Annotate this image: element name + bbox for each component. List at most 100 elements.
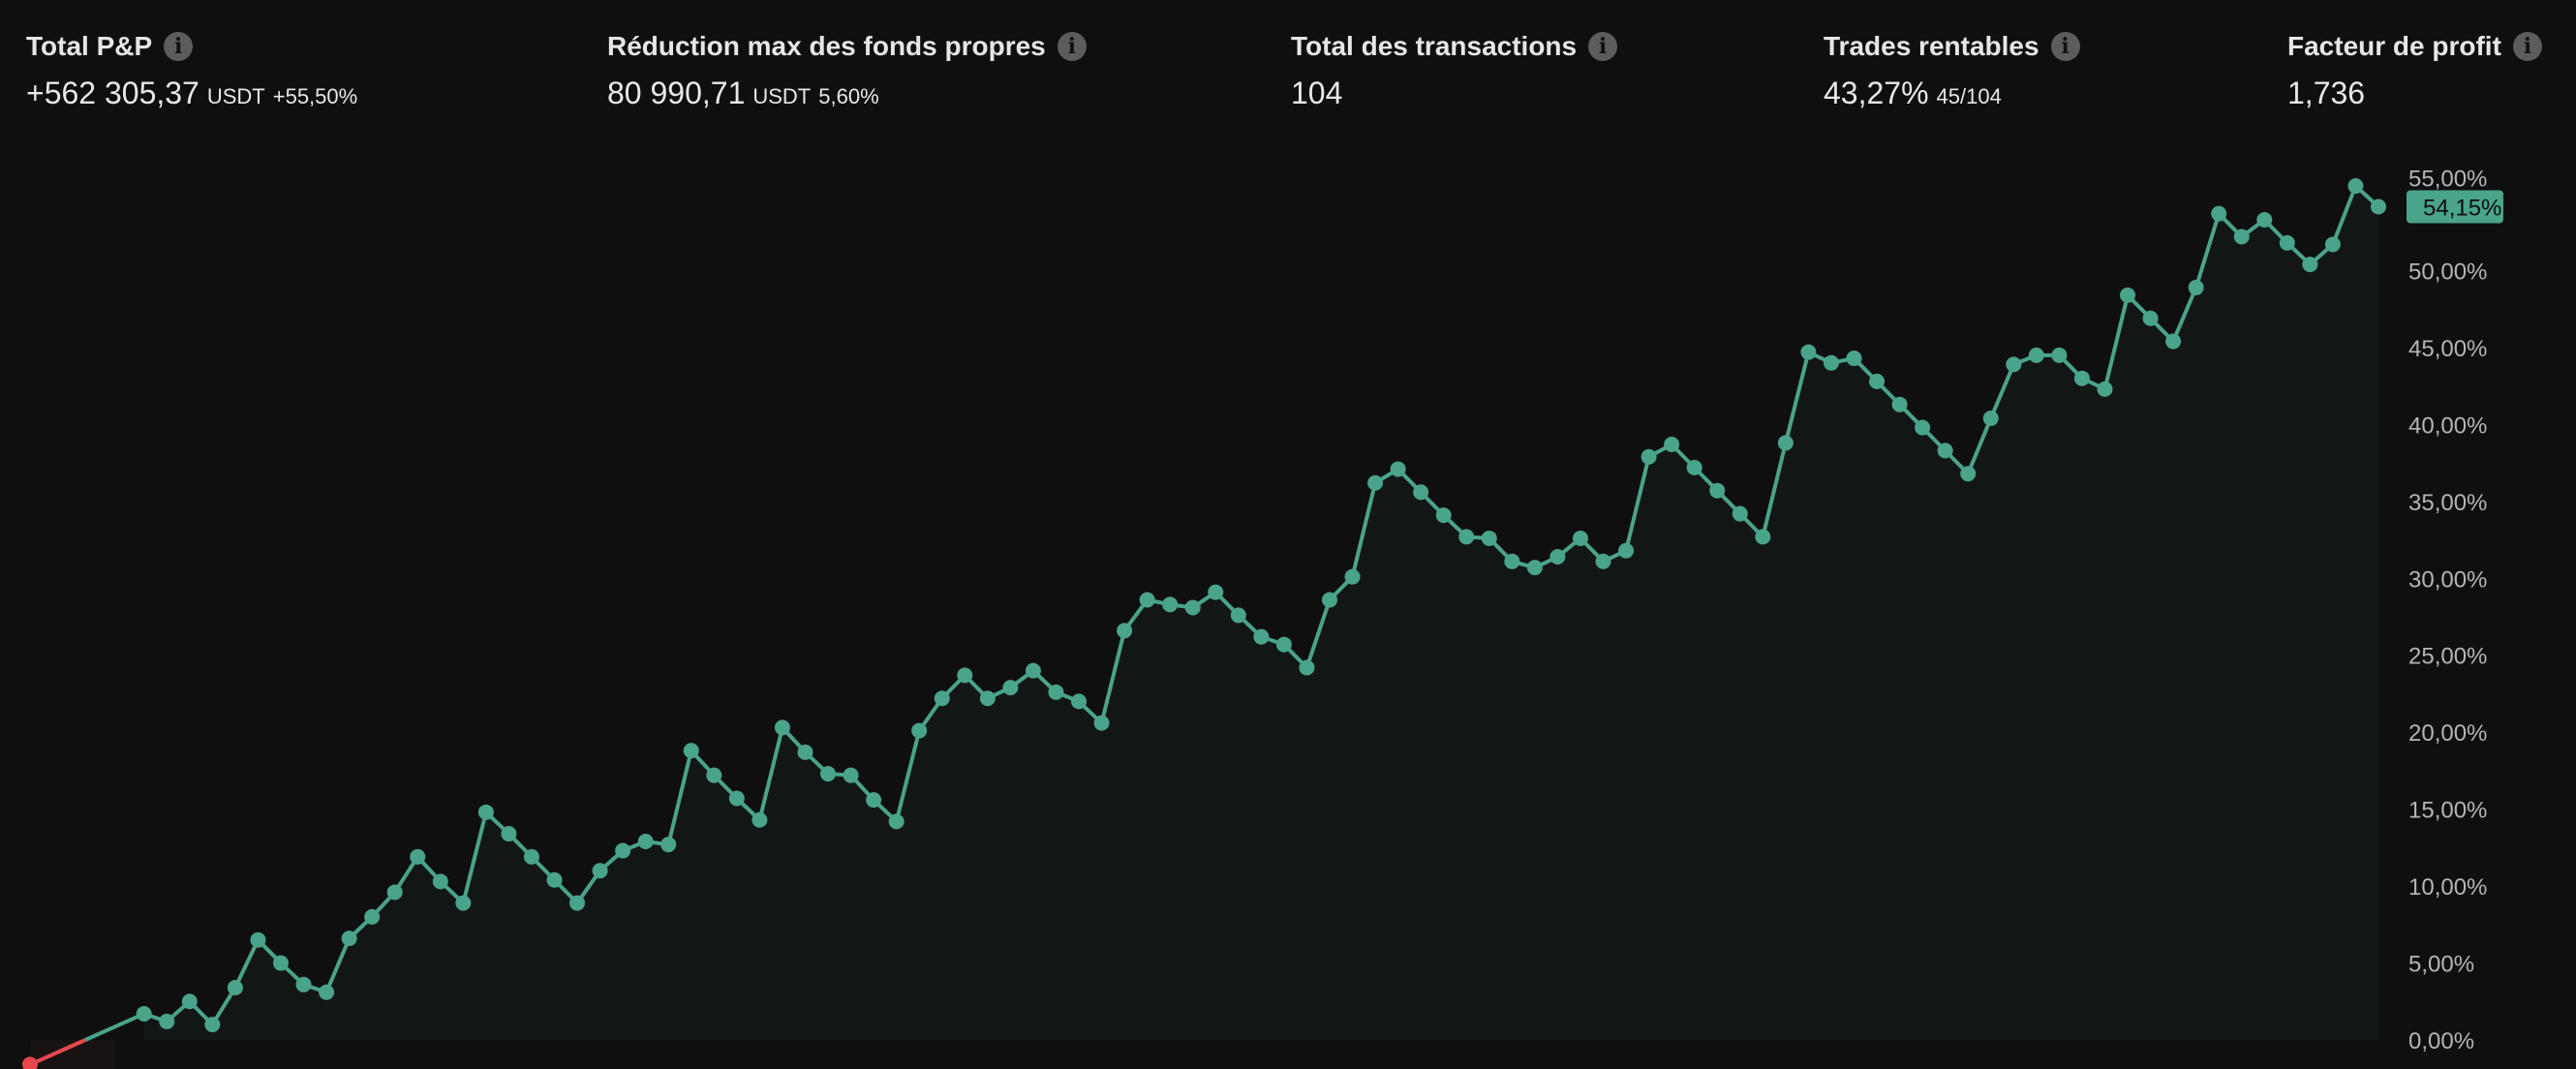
- last-value-label: 54,15%: [2423, 196, 2501, 222]
- stat-label: Total des transactions: [1291, 31, 1578, 61]
- data-point: [1641, 448, 1657, 465]
- data-point: [1162, 596, 1179, 613]
- data-point: [1025, 662, 1041, 679]
- data-point: [2347, 178, 2364, 195]
- info-icon[interactable]: i: [1588, 32, 1618, 61]
- data-point: [2302, 257, 2318, 273]
- data-point: [1002, 680, 1019, 696]
- data-point: [1664, 437, 1680, 453]
- data-point: [1595, 553, 1611, 569]
- data-point: [319, 984, 335, 1000]
- data-point: [1755, 529, 1771, 545]
- y-tick-label: 10,00%: [2408, 874, 2487, 901]
- data-point: [1390, 461, 1406, 477]
- data-point: [227, 979, 243, 995]
- data-point: [1618, 542, 1635, 559]
- data-point: [1458, 529, 1475, 545]
- data-point: [1208, 584, 1224, 600]
- stat-extra: 45/104: [1936, 84, 2002, 108]
- data-point: [2324, 236, 2341, 253]
- data-point: [2188, 279, 2204, 295]
- data-point: [1572, 530, 1588, 546]
- data-point: [1686, 459, 1702, 475]
- stat-label-row: Facteur de profit i: [2287, 27, 2542, 66]
- data-point: [1275, 636, 1292, 653]
- stat-value-row: 43,27% 45/104: [1824, 76, 2080, 111]
- stat-4: Facteur de profit i 1,736: [2287, 27, 2542, 111]
- data-point: [22, 1056, 38, 1069]
- stat-value: 80 990,71: [607, 76, 746, 110]
- line-segment: [84, 1012, 145, 1042]
- data-point: [136, 1005, 152, 1022]
- data-point: [2165, 333, 2182, 350]
- last-value-badge: [2407, 190, 2503, 224]
- info-icon[interactable]: i: [164, 32, 194, 61]
- data-point: [1960, 466, 1977, 482]
- data-point: [1891, 396, 1908, 412]
- data-point: [728, 790, 745, 807]
- data-point: [2211, 205, 2227, 222]
- y-tick-label: 40,00%: [2408, 412, 2487, 439]
- info-icon[interactable]: i: [2512, 32, 2542, 61]
- data-point: [660, 837, 677, 853]
- data-point: [1344, 568, 1361, 585]
- data-point: [455, 895, 472, 911]
- data-point: [2279, 234, 2295, 251]
- stat-label: Facteur de profit: [2287, 31, 2501, 61]
- data-point: [1253, 628, 1270, 645]
- data-point: [2073, 370, 2090, 386]
- area-fill: [143, 186, 2378, 1040]
- data-point: [957, 667, 973, 684]
- data-point: [1299, 659, 1315, 676]
- data-point: [1777, 435, 1794, 451]
- stat-value-row: 1,736: [2287, 76, 2542, 111]
- info-icon[interactable]: i: [1057, 32, 1087, 61]
- data-point: [295, 976, 312, 993]
- stat-3: Trades rentables i 43,27% 45/104: [1824, 27, 2080, 111]
- data-point: [432, 873, 448, 890]
- data-point: [1139, 592, 1155, 608]
- data-point: [911, 722, 928, 739]
- data-point: [2120, 287, 2136, 303]
- data-point: [1982, 411, 1999, 427]
- y-tick-label: 20,00%: [2408, 720, 2487, 747]
- data-point: [386, 884, 403, 901]
- data-point: [1732, 505, 1748, 522]
- data-point: [1915, 419, 1931, 436]
- data-point: [751, 811, 768, 828]
- stat-label-row: Réduction max des fonds propres i: [607, 27, 1087, 66]
- data-point: [477, 804, 494, 820]
- data-point: [2006, 356, 2022, 373]
- y-tick-label: 30,00%: [2408, 566, 2487, 593]
- stat-value-row: +562 305,37 USDT +55,50%: [26, 76, 357, 111]
- stat-unit: USDT: [752, 84, 812, 108]
- data-point: [2097, 381, 2113, 397]
- data-point: [637, 834, 654, 850]
- data-point: [2142, 310, 2159, 326]
- data-point: [615, 842, 631, 859]
- stat-label: Total P&P: [26, 31, 153, 61]
- stat-0: Total P&P i +562 305,37 USDT +55,50%: [26, 27, 357, 111]
- y-tick-label: 15,00%: [2408, 798, 2487, 824]
- stat-label: Réduction max des fonds propres: [607, 31, 1046, 61]
- data-point: [159, 1013, 175, 1029]
- info-icon[interactable]: i: [2050, 32, 2080, 61]
- stat-value-row: 104: [1291, 76, 1617, 111]
- data-point: [272, 955, 289, 971]
- y-tick-label: 55,00%: [2408, 167, 2487, 193]
- data-point: [1823, 354, 1839, 371]
- data-point: [1435, 507, 1452, 524]
- y-tick-label: 45,00%: [2408, 336, 2487, 362]
- stat-label-row: Total P&P i: [26, 27, 357, 66]
- stat-1: Réduction max des fonds propres i 80 990,…: [607, 27, 1087, 111]
- data-point: [1526, 560, 1543, 576]
- stat-unit: USDT: [206, 84, 265, 108]
- stat-value: 1,736: [2287, 76, 2366, 110]
- data-point: [1093, 715, 1110, 731]
- y-tick-label: 35,00%: [2408, 490, 2487, 516]
- data-point: [1549, 549, 1566, 565]
- data-point: [2371, 199, 2386, 215]
- data-point: [1481, 530, 1497, 546]
- data-point: [523, 848, 539, 865]
- data-point: [181, 993, 198, 1010]
